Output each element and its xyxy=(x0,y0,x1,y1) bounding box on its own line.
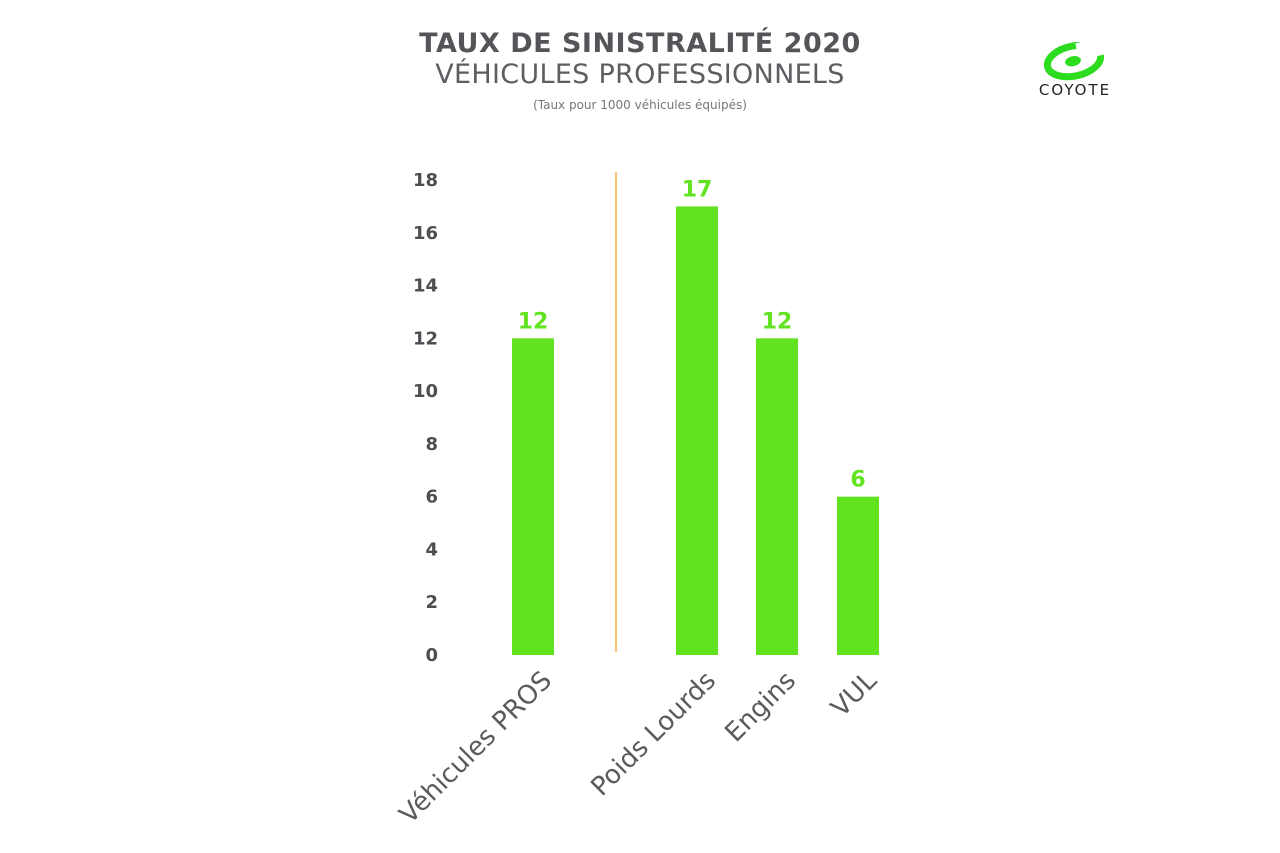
bar xyxy=(512,338,554,655)
y-tick-label: 12 xyxy=(413,328,438,349)
coyote-logo: COYOTE xyxy=(1020,42,1130,102)
bar-value-label: 6 xyxy=(850,468,865,493)
bar xyxy=(676,206,718,655)
bar-value-label: 12 xyxy=(762,309,793,334)
y-tick-label: 18 xyxy=(413,170,438,191)
chart-note: (Taux pour 1000 véhicules équipés) xyxy=(533,98,747,112)
bar xyxy=(837,496,879,655)
logo-text: COYOTE xyxy=(1038,81,1112,99)
y-tick-label: 14 xyxy=(413,276,438,297)
category-label: VUL xyxy=(825,665,883,723)
coyote-c-logo-icon xyxy=(1043,42,1105,81)
y-tick-label: 4 xyxy=(425,539,438,560)
y-tick-label: 6 xyxy=(425,487,438,508)
category-label: Engins xyxy=(719,666,801,748)
chart-subtitle: VÉHICULES PROFESSIONNELS xyxy=(435,59,845,90)
y-tick-label: 8 xyxy=(425,434,438,455)
bar-value-label: 12 xyxy=(518,309,549,334)
chart-title: TAUX DE SINISTRALITÉ 2020 xyxy=(419,28,861,59)
y-tick-label: 2 xyxy=(425,592,438,613)
y-tick-label: 16 xyxy=(413,223,438,244)
bar xyxy=(756,338,798,655)
category-label: Poids Lourds xyxy=(586,666,722,802)
y-tick-label: 0 xyxy=(425,645,438,666)
y-tick-label: 10 xyxy=(413,381,438,402)
category-label: Véhicules PROS xyxy=(394,666,558,830)
bar-value-label: 17 xyxy=(682,177,713,202)
